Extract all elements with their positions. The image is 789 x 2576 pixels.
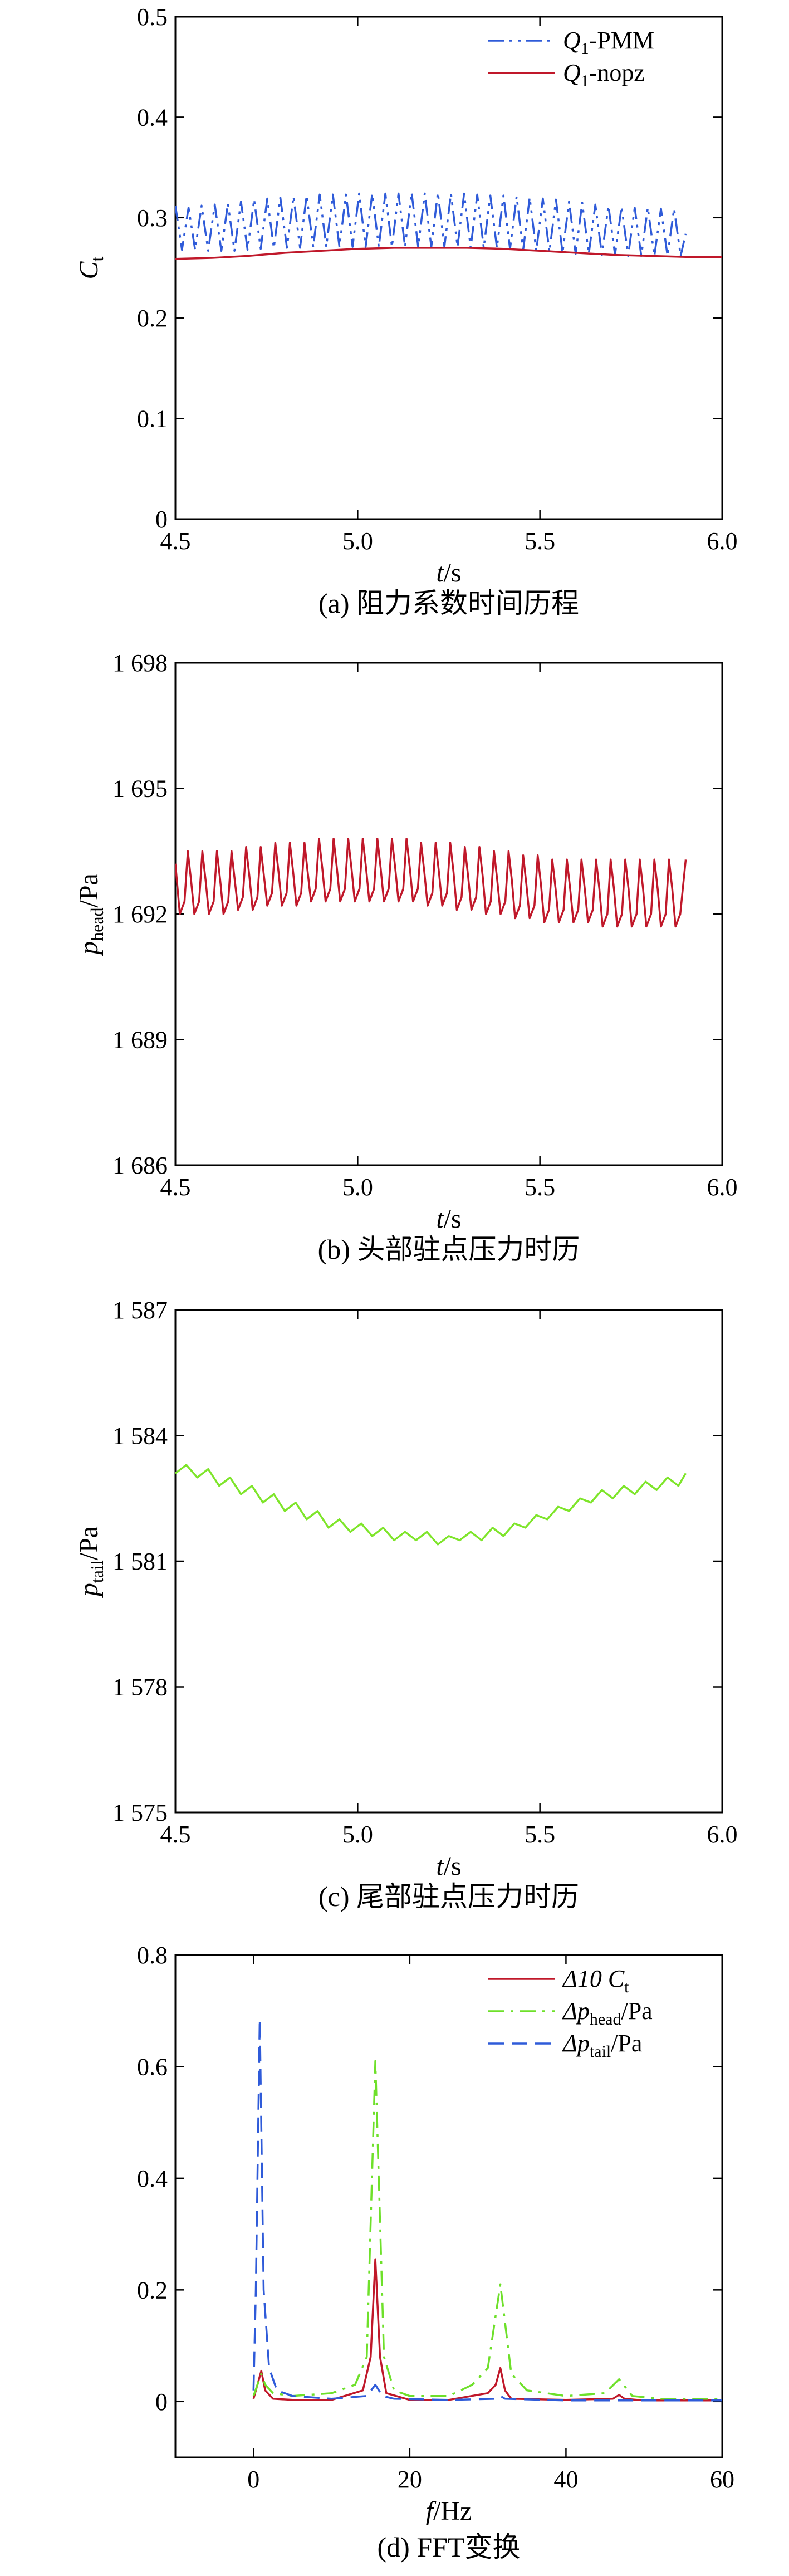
series-line-q1-nopz [175,247,722,260]
x-tick-label: 5.5 [525,1821,555,1848]
series-line-p-tail [175,1464,687,1546]
y-tick-label: 1 689 [112,1027,168,1054]
chart-panel-2: 4.5 5.0 5.5 6.0 1 575 1 578 1 581 1 584 1 587 t/s… [74,1297,738,1912]
panel-caption: (d) FFT变换 [378,2531,521,2563]
y-tick-label: 0.3 [137,204,168,232]
x-tick-label: 5.0 [342,1821,373,1848]
y-tick-label: 1 587 [112,1297,168,1324]
y-tick-label: 0.4 [137,2165,168,2192]
plot-frame [174,16,723,520]
y-axis-label: Ct [74,256,107,279]
y-tick-label: 0.2 [137,2276,168,2304]
y-tick-label: 1 578 [112,1674,168,1701]
x-axis-label: t/s [436,558,461,588]
y-tick-label: 0.5 [137,3,168,31]
x-tick-label: 0 [247,2466,259,2493]
x-tick-label: 4.5 [160,1821,191,1848]
y-axis-label: phead/Pa [74,873,107,956]
series-line--p-tail-pa [252,2018,722,2402]
x-axis-label: f/Hz [426,2496,472,2526]
legend-label: Δ10 Ct [562,1965,629,1996]
y-tick-label: 1 698 [112,649,168,677]
x-tick-label: 6.0 [707,1174,738,1201]
y-tick-label: 0.4 [137,104,168,131]
series-line--p-head-pa [252,2060,722,2400]
y-tick-label: 1 584 [112,1423,168,1450]
plot-frame [174,1954,723,2458]
legend-label: Q1-nopz [563,59,645,90]
y-tick-label: 1 692 [112,901,168,928]
x-tick-label: 4.5 [160,1174,191,1201]
x-tick-label: 4.5 [160,527,191,555]
series-line--10-ct [252,2258,722,2402]
x-tick-label: 6.0 [707,1821,738,1848]
chart-panel-3: 0 20 40 60 0 0.2 0.4 0.6 0.8 f/Hz Δ10 CtΔphead/PaΔ… [137,1942,734,2563]
y-tick-label: 1 686 [112,1152,168,1179]
x-tick-label: 5.5 [525,1174,555,1201]
legend-label: Q1-PMM [563,27,654,58]
x-axis-label: t/s [436,1851,461,1881]
y-tick-label: 0.6 [137,2053,168,2080]
x-tick-label: 40 [553,2466,578,2493]
series-line-p-head [175,837,687,928]
x-tick-label: 60 [710,2466,734,2493]
x-tick-label: 20 [398,2466,422,2493]
chart-panel-1: 4.5 5.0 5.5 6.0 1 686 1 689 1 692 1 695 1 698 t/s… [74,649,738,1265]
y-tick-label: 0 [155,506,168,533]
y-tick-label: 0.2 [137,305,168,332]
panel-caption: (c) 尾部驻点压力时历 [318,1881,579,1912]
y-tick-label: 1 581 [112,1548,168,1575]
y-tick-label: 1 575 [112,1799,168,1826]
x-tick-label: 5.0 [342,1174,373,1201]
x-tick-label: 5.5 [525,527,555,555]
panel-caption: (b) 头部驻点压力时历 [318,1234,580,1265]
plot-frame [174,1309,723,1814]
series-line-q1-pmm [175,191,687,257]
y-tick-label: 1 695 [112,775,168,803]
x-tick-label: 5.0 [342,527,373,555]
plot-frame [174,662,723,1166]
y-tick-label: 0 [155,2388,168,2416]
y-axis-label: ptail/Pa [74,1526,107,1598]
y-tick-label: 0.8 [137,1942,168,1969]
x-axis-label: t/s [436,1204,461,1234]
x-tick-label: 6.0 [707,527,738,555]
legend-label: Δphead/Pa [562,1997,653,2028]
chart-panel-0: 4.5 5.0 5.5 6.0 0 0.1 0.2 0.3 0.4 0.5 t/s Ct Q1-PMMQ… [74,3,738,619]
legend-label: Δptail/Pa [562,2030,642,2061]
y-tick-label: 0.1 [137,405,168,433]
panel-caption: (a) 阻力系数时间历程 [318,588,579,619]
